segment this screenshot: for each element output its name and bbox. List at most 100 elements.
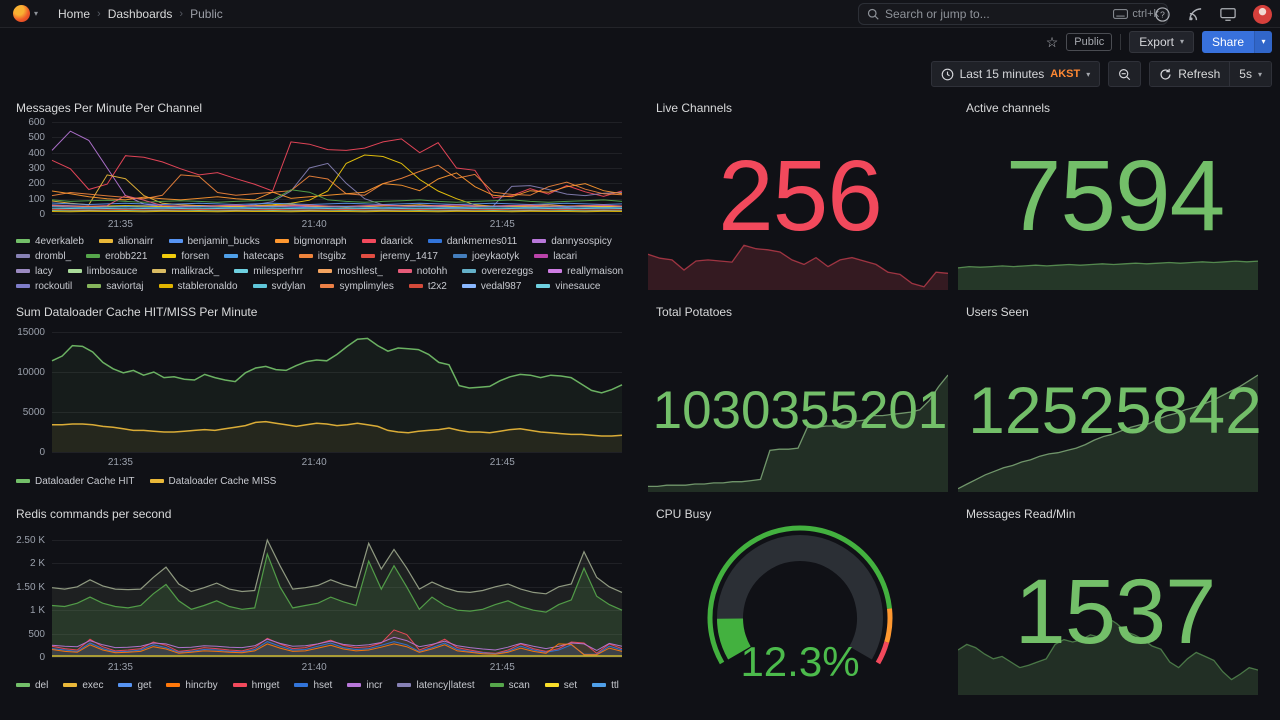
search-input[interactable]: Search or jump to... ctrl+k (858, 3, 1168, 25)
legend-item[interactable]: erobb221 (86, 249, 147, 263)
grafana-logo[interactable] (13, 5, 30, 22)
legend-item[interactable]: hatecaps (224, 249, 284, 263)
panel-title[interactable]: Active channels (966, 101, 1051, 115)
legend-swatch (98, 239, 113, 243)
panel-title[interactable]: Messages Per Minute Per Channel (16, 101, 203, 115)
legend-label: notohh (416, 265, 448, 277)
refresh-button[interactable]: Refresh (1150, 62, 1230, 86)
legend-item[interactable]: saviortaj (87, 279, 144, 291)
legend-item[interactable]: Dataloader Cache HIT (16, 474, 135, 488)
chart-canvas[interactable] (51, 122, 623, 214)
export-button[interactable]: Export ▾ (1129, 30, 1194, 53)
legend-item[interactable]: lacari (534, 249, 577, 263)
legend-item[interactable]: set (544, 678, 577, 692)
legend-item[interactable]: itsgibz (298, 249, 346, 263)
legend-swatch (408, 284, 423, 288)
legend-item[interactable]: symplimyles (320, 279, 394, 291)
legend-item[interactable]: moshlest_ (318, 264, 383, 278)
legend-item[interactable]: lacy (16, 264, 53, 278)
legend-item[interactable]: t2x2 (408, 279, 447, 291)
legend-item[interactable]: vinesauce (536, 279, 600, 291)
legend-item[interactable]: overezeggs (462, 264, 533, 278)
chart-canvas[interactable] (51, 332, 623, 452)
chart-canvas[interactable] (51, 538, 623, 657)
legend-label: reallymaison (567, 265, 624, 277)
legend-item[interactable]: get (118, 678, 151, 692)
panel-title[interactable]: Redis commands per second (16, 507, 172, 521)
legend-item[interactable]: drombl_ (16, 249, 71, 263)
legend-item[interactable]: 4everkaleb (16, 234, 84, 248)
legend-item[interactable]: incr (347, 678, 382, 692)
legend-item[interactable]: notohh (397, 264, 448, 278)
breadcrumb: Home › Dashboards › Public (58, 7, 223, 21)
legend-item[interactable]: dannysospicy (532, 234, 612, 248)
legend-item[interactable]: rockoutil (16, 279, 72, 291)
legend-item[interactable]: jeremy_1417 (361, 249, 438, 263)
legend-label: drombl_ (35, 250, 72, 262)
legend-item[interactable]: latency|latest (397, 678, 475, 692)
timeseries-chart[interactable]: 2.50 K 2 K 1.50 K 1 K 500 0 21:35 21:40 21:45 (14, 535, 624, 675)
legend-label: malikrack_ (171, 265, 220, 277)
legend-item[interactable]: daarick (361, 234, 413, 248)
legend-item[interactable]: forsen (162, 249, 209, 263)
panel-title[interactable]: Sum Dataloader Cache HIT/MISS Per Minute (16, 305, 258, 319)
breadcrumb-home[interactable]: Home (58, 6, 91, 21)
legend-item[interactable]: hincrby (166, 678, 218, 692)
legend-item[interactable]: malikrack_ (152, 264, 219, 278)
legend-item[interactable]: Dataloader Cache MISS (149, 474, 276, 488)
legend-item[interactable]: bigmonraph (274, 234, 347, 248)
legend-item[interactable]: ttl (592, 678, 619, 692)
legend-swatch (534, 254, 549, 258)
zoom-out-button[interactable] (1108, 61, 1142, 87)
user-avatar[interactable] (1253, 4, 1272, 24)
legend-swatch (63, 683, 78, 687)
star-icon[interactable]: ☆ (1045, 33, 1059, 50)
legend-item[interactable]: vedal987 (461, 279, 522, 292)
chevron-down-icon[interactable]: ▾ (34, 9, 39, 18)
legend-label: vedal987 (480, 280, 522, 292)
legend-item[interactable]: hset (294, 678, 332, 692)
legend-swatch (544, 683, 559, 687)
panel-title[interactable]: Live Channels (656, 101, 733, 115)
timeseries-chart[interactable]: 15000 10000 5000 0 21:35 21:40 21:45 (14, 327, 624, 470)
legend-item[interactable]: scan (489, 678, 530, 692)
gauge-chart (707, 525, 893, 665)
share-button[interactable]: Share ▾ (1201, 30, 1272, 53)
legend-item[interactable]: reallymaison (548, 264, 623, 278)
legend-swatch (461, 284, 476, 288)
breadcrumb-dashboards[interactable]: Dashboards (107, 6, 173, 21)
legend-swatch (168, 239, 183, 243)
monitor-icon[interactable] (1220, 6, 1236, 22)
legend-item[interactable]: joeykaotyk (452, 249, 519, 263)
panel-dataloader-cache: Sum Dataloader Cache HIT/MISS Per Minute… (8, 300, 628, 492)
legend-swatch (86, 254, 101, 258)
help-icon[interactable]: ? (1154, 6, 1170, 22)
time-range-picker[interactable]: Last 15 minutes AKST ▾ (930, 61, 1101, 87)
panel-title[interactable]: Total Potatoes (656, 305, 733, 319)
panel-cpu-busy: CPU Busy 12.3% (648, 502, 952, 695)
sparkline (648, 244, 948, 290)
legend-item[interactable]: alionairr (98, 234, 154, 248)
legend-item[interactable]: stableronaldo (158, 279, 238, 291)
panel-title[interactable]: Messages Read/Min (966, 507, 1076, 521)
timeseries-chart[interactable]: 600 500 400 300 200 100 0 21:35 21:40 21:45 (14, 117, 624, 232)
legend-item[interactable]: hmget (232, 678, 280, 692)
legend-item[interactable]: svdylan (252, 279, 305, 291)
panel-title[interactable]: Users Seen (966, 305, 1029, 319)
y-tick-label: 0 (39, 209, 45, 220)
refresh-interval-select[interactable]: 5s ▾ (1229, 62, 1271, 86)
panel-title[interactable]: CPU Busy (656, 507, 712, 521)
gridline (52, 657, 622, 658)
legend-item[interactable]: milesperhrr (234, 264, 303, 278)
legend-item[interactable]: benjamin_bucks (168, 234, 260, 248)
legend-item[interactable]: del (16, 678, 48, 692)
legend-label: hmget (251, 679, 280, 691)
share-dropdown[interactable]: ▾ (1254, 30, 1272, 53)
legend-item[interactable]: limbosauce (67, 264, 137, 278)
legend-item[interactable]: exec (63, 678, 103, 692)
panel-total-potatoes: Total Potatoes 1030355201 (648, 300, 952, 492)
gridline (52, 412, 622, 413)
legend-item[interactable]: dankmemes011 (427, 234, 517, 248)
news-icon[interactable] (1187, 6, 1203, 22)
legend-swatch (252, 284, 267, 288)
